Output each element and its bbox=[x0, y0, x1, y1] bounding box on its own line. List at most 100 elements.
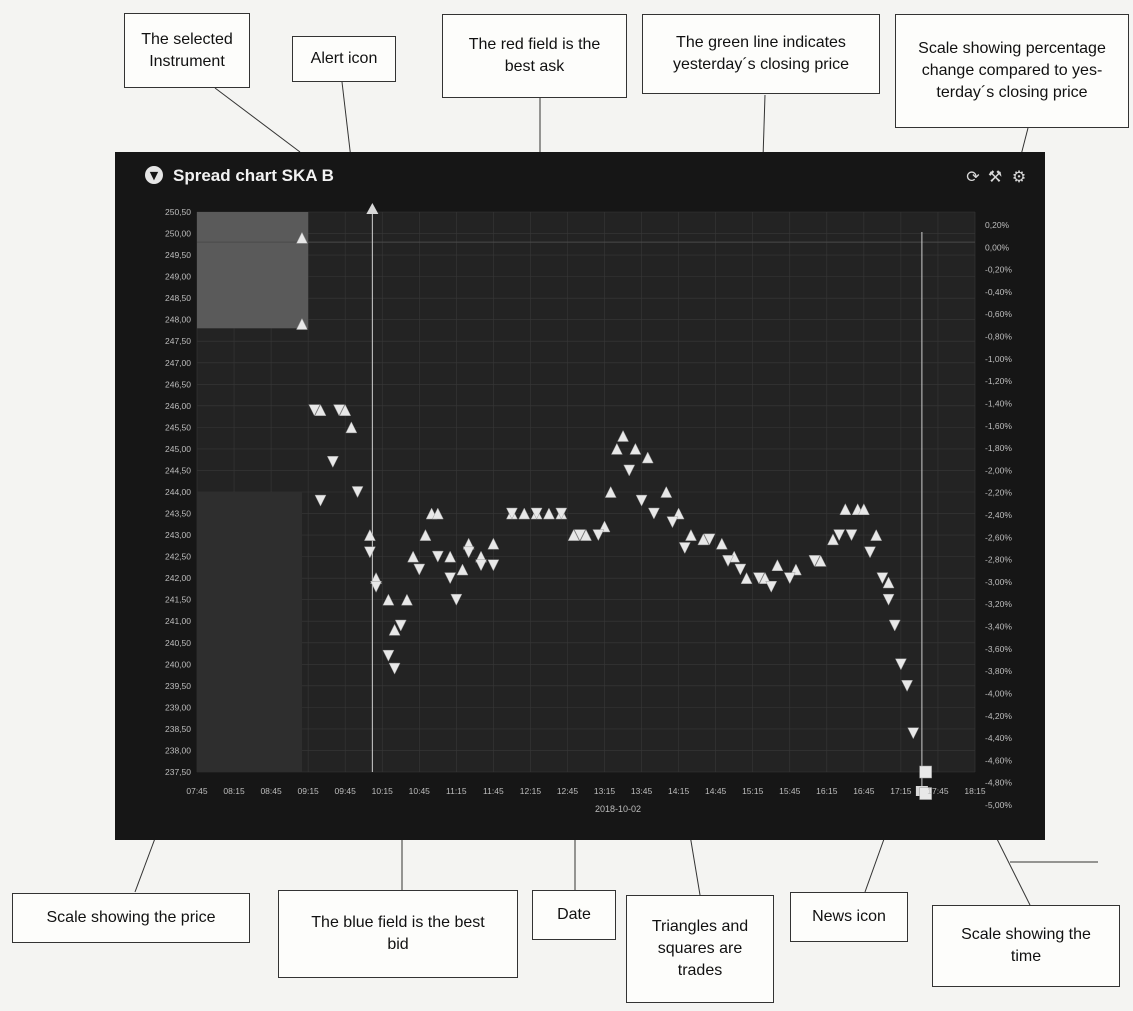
trade-down-triangle bbox=[314, 494, 327, 507]
trade-up-triangle bbox=[672, 507, 685, 520]
trade-down-triangle bbox=[666, 516, 679, 529]
trade-square bbox=[919, 787, 932, 800]
time-axis: 07:45 08:15 08:45 09:15 09:45 10:15 10:45 11:15… bbox=[186, 786, 986, 814]
time-tick-label: 16:45 bbox=[853, 786, 875, 796]
time-tick-label: 08:15 bbox=[223, 786, 245, 796]
trade-down-triangle bbox=[895, 658, 907, 671]
trade-down-triangle bbox=[752, 572, 765, 585]
price-tick-label: 241,50 bbox=[165, 595, 191, 605]
time-tick-label: 15:15 bbox=[742, 786, 764, 796]
trade-down-triangle bbox=[888, 619, 901, 632]
trade-up-triangle bbox=[617, 429, 629, 442]
price-tick-label: 246,00 bbox=[165, 401, 191, 411]
percentage-tick-label: -0,80% bbox=[985, 332, 1012, 342]
price-tick-label: 248,50 bbox=[165, 293, 191, 303]
trade-down-triangle bbox=[363, 546, 376, 559]
panel-header: ▼ Spread chart SKA B ⟳ ⚒ ⚙ bbox=[115, 152, 1045, 200]
percentage-tick-label: -3,20% bbox=[985, 599, 1012, 609]
percentage-tick-label: -1,00% bbox=[985, 354, 1012, 364]
trade-down-triangle bbox=[845, 529, 858, 542]
time-tick-label: 09:15 bbox=[298, 786, 320, 796]
trade-down-triangle bbox=[648, 507, 660, 520]
percentage-tick-label: -0,40% bbox=[985, 287, 1012, 297]
annotation-closing-line: The green line indicates yesterday´s clo… bbox=[642, 14, 880, 94]
best-bid-region bbox=[197, 492, 302, 772]
price-axis: 250,50 250,00 249,50 249,00 248,50 248,00 247,… bbox=[165, 207, 191, 777]
annotation-selected-instrument: The selected Instrument bbox=[124, 13, 250, 88]
trade-down-triangle bbox=[388, 662, 401, 675]
trade-up-triangle bbox=[759, 572, 771, 584]
trade-down-triangle bbox=[901, 680, 913, 692]
trade-up-triangle bbox=[296, 317, 308, 330]
trade-up-triangle bbox=[814, 554, 827, 567]
trade-up-triangle bbox=[580, 529, 592, 541]
time-tick-label: 17:15 bbox=[890, 786, 912, 796]
price-tick-label: 239,00 bbox=[165, 702, 191, 712]
price-tick-label: 242,50 bbox=[165, 552, 191, 562]
annotation-alert-icon: Alert icon bbox=[292, 36, 396, 82]
price-tick-label: 247,50 bbox=[165, 336, 191, 346]
trade-up-triangle bbox=[697, 533, 710, 546]
annotation-date: Date bbox=[532, 890, 616, 940]
trade-up-triangle bbox=[401, 593, 413, 606]
trade-up-triangle bbox=[771, 559, 784, 571]
trade-up-triangle bbox=[419, 529, 432, 541]
trade-up-triangle bbox=[827, 533, 839, 546]
trade-up-triangle bbox=[456, 563, 469, 576]
trade-down-triangle bbox=[475, 559, 487, 572]
trade-up-triangle bbox=[882, 576, 895, 589]
percentage-tick-label: -1,60% bbox=[985, 421, 1012, 431]
percentage-tick-label: 0,00% bbox=[985, 242, 1010, 252]
percentage-tick-label: -2,80% bbox=[985, 555, 1012, 565]
percentage-tick-label: -3,60% bbox=[985, 644, 1012, 654]
trade-up-triangle bbox=[431, 507, 444, 520]
trade-down-triangle bbox=[413, 563, 426, 576]
percentage-tick-label: -2,20% bbox=[985, 488, 1012, 498]
price-tick-label: 250,00 bbox=[165, 229, 191, 239]
price-tick-label: 245,50 bbox=[165, 422, 191, 432]
price-tick-label: 240,50 bbox=[165, 638, 191, 648]
annotation-best-bid: The blue field is the best bid bbox=[278, 890, 518, 978]
trade-up-triangle bbox=[314, 404, 327, 416]
chevron-down-icon[interactable]: ▼ bbox=[145, 166, 163, 184]
percentage-tick-label: -2,00% bbox=[985, 465, 1012, 475]
time-tick-label: 14:45 bbox=[705, 786, 727, 796]
trade-down-triangle bbox=[623, 464, 636, 477]
price-tick-label: 250,50 bbox=[165, 207, 191, 217]
wrench-icon[interactable]: ⚒ bbox=[987, 166, 1003, 186]
trade-down-triangle bbox=[326, 456, 339, 468]
percentage-tick-label: -0,60% bbox=[985, 309, 1012, 319]
trade-up-triangle bbox=[641, 451, 654, 464]
trade-down-triangle bbox=[722, 555, 734, 567]
price-tick-label: 237,50 bbox=[165, 767, 191, 777]
chart-trades bbox=[296, 231, 932, 800]
trade-down-triangle bbox=[462, 546, 475, 559]
time-tick-label: 18:15 bbox=[964, 786, 986, 796]
trade-up-triangle bbox=[790, 563, 802, 576]
trade-up-triangle bbox=[629, 442, 642, 455]
best-ask-region bbox=[197, 212, 309, 329]
settings-icon[interactable]: ⚙ bbox=[1011, 166, 1027, 186]
time-tick-label: 10:45 bbox=[409, 786, 431, 796]
trade-down-triangle bbox=[370, 581, 382, 593]
trade-down-triangle bbox=[431, 550, 444, 563]
trade-up-triangle bbox=[382, 593, 395, 606]
percentage-tick-label: -1,20% bbox=[985, 376, 1012, 386]
time-tick-label: 11:15 bbox=[446, 786, 467, 796]
price-tick-label: 247,00 bbox=[165, 358, 191, 368]
trade-up-triangle bbox=[598, 520, 611, 533]
refresh-icon[interactable]: ⟳ bbox=[966, 166, 980, 186]
annotation-trades: Triangles and squares are trades bbox=[626, 895, 774, 1003]
percentage-tick-label: -0,20% bbox=[985, 265, 1012, 275]
trade-up-triangle bbox=[543, 507, 555, 520]
trade-down-triangle bbox=[678, 542, 691, 555]
time-tick-label: 09:45 bbox=[335, 786, 357, 796]
trade-square bbox=[919, 765, 932, 779]
trade-up-triangle bbox=[518, 507, 531, 520]
percentage-tick-label: -4,80% bbox=[985, 778, 1012, 788]
trade-down-triangle bbox=[635, 494, 648, 507]
trade-up-triangle bbox=[839, 503, 852, 515]
trade-up-triangle bbox=[715, 537, 728, 550]
trade-down-triangle bbox=[555, 507, 568, 520]
price-tick-label: 238,50 bbox=[165, 724, 191, 734]
